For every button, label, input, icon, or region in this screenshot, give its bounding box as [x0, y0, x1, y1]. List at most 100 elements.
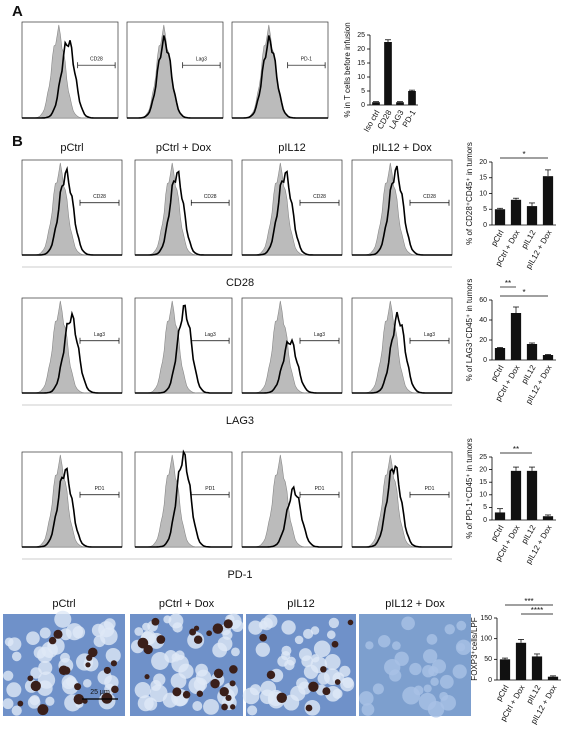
y-tick-label: 20: [479, 337, 487, 344]
axis-label: CD28: [226, 277, 254, 289]
cell: [6, 682, 22, 698]
cell: [326, 630, 336, 640]
cell: [153, 673, 166, 686]
foxp3-cell: [276, 692, 287, 703]
cell: [361, 703, 375, 716]
cell: [384, 658, 401, 676]
foxp3-cell: [73, 693, 85, 705]
bar: [384, 42, 392, 105]
foxp3-cell: [320, 666, 327, 673]
significance-label: ***: [524, 597, 533, 606]
cell: [212, 642, 228, 658]
sample-histogram: [242, 485, 342, 548]
column-header: pIL12 + Dox: [385, 598, 445, 610]
cell: [359, 691, 374, 706]
cell: [193, 677, 208, 692]
cell: [281, 620, 296, 635]
control-histogram: [22, 24, 118, 119]
cell: [203, 698, 219, 715]
cell: [134, 681, 151, 699]
cell: [97, 670, 112, 685]
y-tick-label: 5: [483, 206, 487, 213]
column-header: pCtrl: [52, 598, 75, 610]
foxp3-cell: [85, 662, 91, 668]
foxp3-cell: [62, 666, 71, 675]
y-axis-label: FOXP3⁺cells/LPF: [470, 617, 479, 680]
bar: [531, 656, 543, 680]
foxp3-cell: [334, 679, 341, 685]
cell: [303, 664, 319, 679]
cell: [192, 701, 203, 711]
sample-histogram: [352, 311, 452, 394]
foxp3-cell: [221, 703, 228, 711]
cell: [260, 617, 273, 631]
control-histogram: [242, 454, 342, 548]
cell: [392, 641, 401, 651]
gate-label: PD-1: [301, 57, 313, 63]
column-header: pCtrl: [60, 142, 83, 154]
gate-label: Lag3: [196, 57, 207, 63]
cell: [11, 651, 22, 662]
cell: [83, 678, 92, 688]
gate-label: PD1: [205, 486, 215, 492]
cell: [134, 627, 144, 636]
sample-histogram: [22, 467, 122, 548]
bar: [510, 313, 522, 360]
cell: [11, 705, 22, 716]
y-tick-label: 25: [357, 32, 365, 39]
cell: [168, 613, 184, 629]
y-tick-label: 0: [483, 222, 487, 229]
foxp3-cell: [172, 687, 182, 697]
gate-label: Lag3: [314, 332, 325, 338]
sample-histogram: [22, 166, 122, 256]
cell: [430, 677, 439, 686]
cell: [37, 671, 56, 689]
y-tick-label: 15: [357, 60, 365, 67]
y-tick-label: 25: [479, 454, 487, 461]
cell: [426, 634, 438, 645]
cell: [30, 667, 42, 679]
cell: [3, 670, 14, 681]
bar: [515, 642, 527, 680]
control-histogram: [135, 454, 232, 548]
y-tick-label: 0: [488, 677, 492, 684]
panel-label: A: [12, 3, 23, 20]
scale-bar-label: 25 µm: [90, 689, 110, 696]
foxp3-cell: [213, 668, 224, 679]
foxp3-cell: [259, 633, 267, 642]
foxp3-cell: [193, 635, 203, 644]
cell: [65, 623, 84, 641]
foxp3-cell: [230, 704, 236, 710]
control-histogram: [242, 300, 342, 394]
sample-histogram: [232, 35, 328, 119]
cell: [137, 695, 154, 712]
cell: [39, 627, 51, 639]
y-tick-label: 10: [479, 492, 487, 499]
sample-histogram: [242, 170, 342, 256]
y-tick-label: 10: [479, 190, 487, 197]
y-tick-label: 15: [479, 175, 487, 182]
control-histogram: [232, 24, 328, 119]
column-header: pIL12: [278, 142, 306, 154]
cell: [286, 656, 296, 666]
cell: [105, 647, 121, 664]
sample-histogram: [242, 337, 342, 394]
foxp3-cell: [196, 690, 204, 697]
bar: [408, 91, 416, 105]
cell: [99, 627, 118, 646]
bar: [372, 102, 380, 105]
foxp3-cell: [182, 690, 191, 699]
cell: [409, 662, 422, 676]
control-histogram: [22, 162, 122, 256]
cell: [401, 616, 415, 631]
gate-label: PD1: [315, 486, 325, 492]
y-tick-label: 150: [480, 615, 492, 622]
bar: [510, 470, 522, 520]
x-tick-label: PD-1: [401, 108, 418, 129]
cell: [26, 631, 40, 646]
cell: [418, 692, 437, 711]
y-axis-label: % of LAG3⁺CD45⁺ in tumors: [465, 279, 474, 382]
foxp3-cell: [210, 678, 220, 689]
cell: [324, 653, 341, 670]
